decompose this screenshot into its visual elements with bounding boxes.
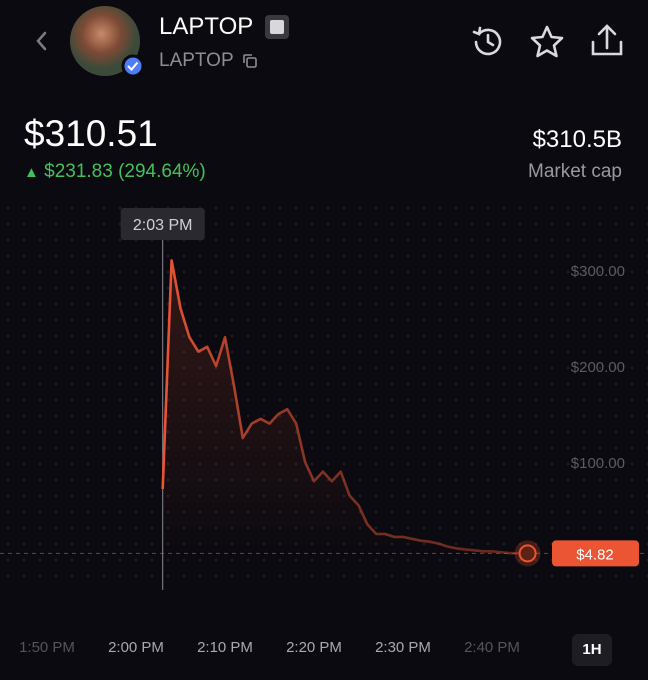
favorite-icon[interactable]	[528, 24, 566, 60]
x-tick-label: 2:40 PM	[464, 639, 520, 656]
back-button[interactable]	[30, 28, 54, 54]
last-value-dot	[518, 544, 537, 563]
price-line	[161, 259, 528, 555]
y-tick-label: $300.00	[571, 263, 625, 280]
tooltip-box	[120, 208, 205, 240]
title-badge	[265, 15, 289, 39]
history-icon[interactable]	[470, 24, 506, 60]
crosshair-tooltip: 2:03 PM	[120, 208, 205, 240]
timeframe-button[interactable]: 1H	[572, 634, 612, 666]
tooltip-label: 2:03 PM	[133, 217, 193, 234]
x-tick-label: 2:00 PM	[108, 639, 164, 656]
market-cap: $310.5B	[532, 126, 622, 153]
avatar	[70, 6, 145, 78]
x-tick-label: 2:10 PM	[197, 639, 253, 656]
price-change-text: $231.83 (294.64%)	[44, 161, 206, 182]
x-tick-label: 1:50 PM	[19, 639, 75, 656]
last-value-box	[552, 540, 639, 567]
market-cap-label: Market cap	[528, 161, 622, 182]
token-title: LAPTOP	[159, 13, 254, 40]
share-icon[interactable]	[588, 22, 626, 60]
token-symbol: LAPTOP	[159, 50, 234, 71]
x-tick-label: 2:20 PM	[286, 639, 342, 656]
copy-icon[interactable]	[241, 52, 259, 70]
price-area	[162, 260, 528, 558]
y-tick-label: $200.00	[571, 359, 625, 376]
last-value-label: $4.82	[576, 546, 614, 563]
price: $310.51	[24, 113, 158, 154]
x-tick-label: 2:30 PM	[375, 639, 431, 656]
price-change: ▲ $231.83 (294.64%)	[24, 161, 206, 182]
y-tick-label: $100.00	[571, 455, 625, 472]
